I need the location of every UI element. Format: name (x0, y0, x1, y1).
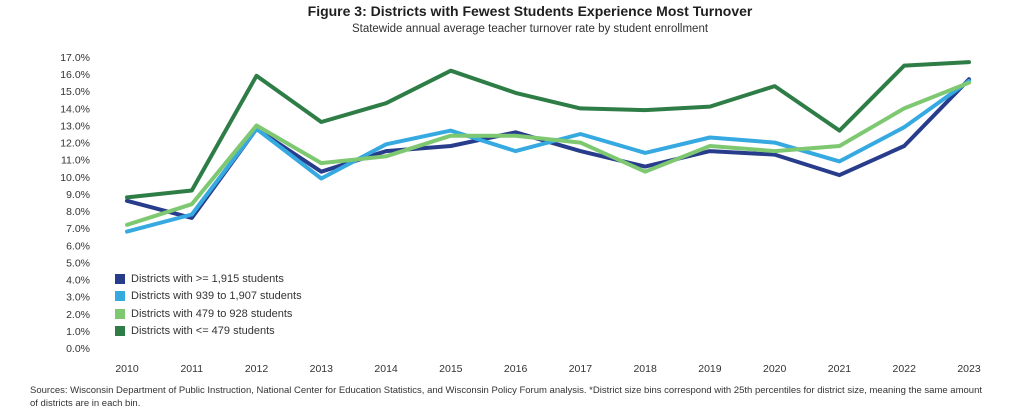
y-tick-label: 17.0% (60, 52, 90, 64)
x-tick-label: 2022 (893, 363, 917, 375)
y-tick-label: 1.0% (66, 326, 90, 338)
legend-label: Districts with 939 to 1,907 students (131, 290, 302, 303)
y-tick-label: 9.0% (66, 189, 90, 201)
y-tick-label: 11.0% (61, 155, 90, 167)
y-tick-label: 14.0% (60, 103, 90, 115)
legend-swatch (115, 326, 125, 337)
legend-item: Districts with 479 to 928 students (115, 305, 302, 323)
y-tick-label: 3.0% (66, 292, 90, 304)
x-tick-label: 2023 (957, 363, 981, 375)
chart-footnote: Sources: Wisconsin Department of Public … (30, 385, 982, 409)
legend-label: Districts with <= 479 students (131, 325, 275, 338)
x-tick-label: 2019 (698, 363, 722, 375)
y-tick-label: 6.0% (66, 240, 90, 252)
y-tick-label: 10.0% (60, 172, 90, 184)
y-tick-label: 4.0% (66, 275, 90, 287)
y-tick-label: 16.0% (60, 69, 90, 81)
x-tick-label: 2014 (374, 363, 398, 375)
series-line-3 (125, 80, 971, 227)
legend-swatch (115, 291, 125, 302)
x-tick-label: 2015 (439, 363, 463, 375)
y-tick-label: 5.0% (66, 257, 90, 269)
y-tick-label: 13.0% (60, 120, 90, 132)
chart-legend: Districts with >= 1,915 students District… (115, 270, 302, 340)
series-lines (125, 60, 971, 234)
legend-item: Districts with >= 1,915 students (115, 270, 302, 288)
x-tick-label: 2016 (504, 363, 528, 375)
x-tick-label: 2021 (828, 363, 852, 375)
x-tick-label: 2012 (245, 363, 269, 375)
y-tick-label: 8.0% (66, 206, 90, 218)
series-line-4 (125, 60, 971, 200)
x-axis: 2010 2011 2012 2013 2014 2015 2016 2017 2018 2019… (115, 363, 981, 375)
y-axis: 0.0% 1.0% 2.0% 3.0% 4.0% 5.0% 6.0% 7.0% 8.0% 9.0%… (60, 52, 90, 355)
legend-swatch (115, 308, 125, 319)
legend-item: Districts with <= 479 students (115, 323, 302, 341)
legend-item: Districts with 939 to 1,907 students (115, 288, 302, 306)
legend-label: Districts with 479 to 928 students (131, 307, 293, 320)
x-tick-label: 2018 (633, 363, 657, 375)
y-tick-label: 0.0% (66, 343, 90, 355)
x-tick-label: 2020 (763, 363, 787, 375)
chart-title: Figure 3: Districts with Fewest Students… (307, 3, 753, 19)
legend-label: Districts with >= 1,915 students (131, 272, 284, 285)
chart-subtitle: Statewide annual average teacher turnove… (351, 23, 709, 35)
y-tick-label: 12.0% (60, 138, 90, 150)
x-tick-label: 2011 (180, 363, 203, 375)
y-tick-label: 2.0% (66, 309, 90, 321)
series-line-2 (125, 79, 971, 234)
y-tick-label: 15.0% (60, 86, 90, 98)
y-tick-label: 7.0% (66, 223, 90, 235)
legend-swatch (115, 273, 125, 284)
x-tick-label: 2013 (310, 363, 334, 375)
x-tick-label: 2010 (115, 363, 139, 375)
x-tick-label: 2017 (569, 363, 593, 375)
